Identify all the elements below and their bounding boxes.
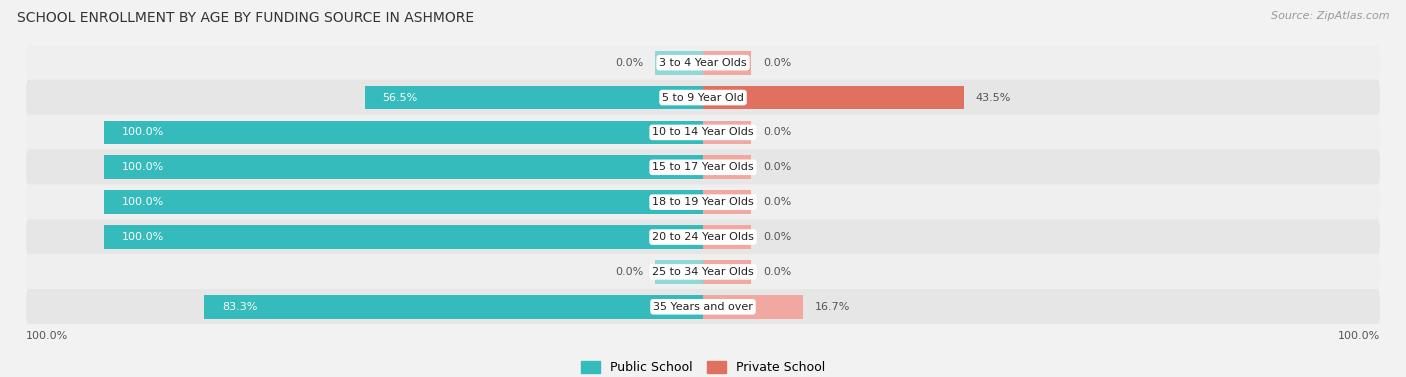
FancyBboxPatch shape <box>25 80 1381 115</box>
Text: 0.0%: 0.0% <box>763 127 792 138</box>
FancyBboxPatch shape <box>25 45 1381 80</box>
Text: 0.0%: 0.0% <box>763 197 792 207</box>
Bar <box>104 190 703 214</box>
Text: 100.0%: 100.0% <box>122 127 165 138</box>
FancyBboxPatch shape <box>25 219 1381 255</box>
Text: 25 to 34 Year Olds: 25 to 34 Year Olds <box>652 267 754 277</box>
Text: 0.0%: 0.0% <box>763 267 792 277</box>
Text: 15 to 17 Year Olds: 15 to 17 Year Olds <box>652 162 754 172</box>
Bar <box>703 121 751 144</box>
Text: SCHOOL ENROLLMENT BY AGE BY FUNDING SOURCE IN ASHMORE: SCHOOL ENROLLMENT BY AGE BY FUNDING SOUR… <box>17 11 474 25</box>
Text: 43.5%: 43.5% <box>976 92 1011 103</box>
Bar <box>703 155 751 179</box>
Bar <box>703 225 751 249</box>
Bar <box>204 295 703 319</box>
Text: Source: ZipAtlas.com: Source: ZipAtlas.com <box>1271 11 1389 21</box>
FancyBboxPatch shape <box>25 289 1381 325</box>
Text: 0.0%: 0.0% <box>763 232 792 242</box>
Text: 10 to 14 Year Olds: 10 to 14 Year Olds <box>652 127 754 138</box>
Text: 5 to 9 Year Old: 5 to 9 Year Old <box>662 92 744 103</box>
Text: 100.0%: 100.0% <box>122 232 165 242</box>
Text: 35 Years and over: 35 Years and over <box>652 302 754 312</box>
Bar <box>364 86 703 109</box>
Bar <box>703 51 751 75</box>
Text: 18 to 19 Year Olds: 18 to 19 Year Olds <box>652 197 754 207</box>
Text: 83.3%: 83.3% <box>222 302 257 312</box>
Text: 100.0%: 100.0% <box>122 197 165 207</box>
Text: 0.0%: 0.0% <box>763 162 792 172</box>
FancyBboxPatch shape <box>25 254 1381 290</box>
Legend: Public School, Private School: Public School, Private School <box>576 356 830 377</box>
Text: 56.5%: 56.5% <box>382 92 418 103</box>
Bar <box>104 155 703 179</box>
FancyBboxPatch shape <box>25 150 1381 185</box>
Text: 100.0%: 100.0% <box>122 162 165 172</box>
Bar <box>703 260 751 284</box>
Bar <box>703 190 751 214</box>
Text: 0.0%: 0.0% <box>614 267 643 277</box>
FancyBboxPatch shape <box>25 115 1381 150</box>
Bar <box>703 86 963 109</box>
Text: 3 to 4 Year Olds: 3 to 4 Year Olds <box>659 58 747 68</box>
Text: 0.0%: 0.0% <box>763 58 792 68</box>
FancyBboxPatch shape <box>25 184 1381 220</box>
Text: 0.0%: 0.0% <box>614 58 643 68</box>
Bar <box>655 260 703 284</box>
Text: 100.0%: 100.0% <box>1337 331 1379 342</box>
Text: 20 to 24 Year Olds: 20 to 24 Year Olds <box>652 232 754 242</box>
Text: 16.7%: 16.7% <box>815 302 851 312</box>
Bar <box>104 121 703 144</box>
Bar <box>703 295 803 319</box>
Text: 100.0%: 100.0% <box>27 331 69 342</box>
Bar <box>655 51 703 75</box>
Bar <box>104 225 703 249</box>
